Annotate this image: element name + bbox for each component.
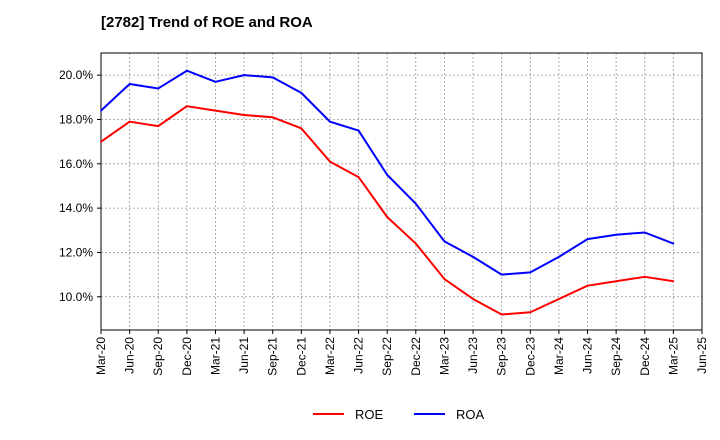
y-tick-label: 14.0% bbox=[59, 201, 93, 215]
roe-point bbox=[185, 105, 188, 108]
roa-point bbox=[529, 271, 532, 274]
roe-point bbox=[672, 280, 675, 283]
roa-point bbox=[672, 242, 675, 245]
x-tick-label: Mar-20 bbox=[94, 337, 108, 375]
x-tick-label: Dec-22 bbox=[409, 337, 423, 376]
roa-point bbox=[214, 80, 217, 83]
legend: ROE ROA bbox=[313, 407, 485, 422]
roe-point bbox=[615, 280, 618, 283]
x-tick-label: Dec-24 bbox=[638, 337, 652, 376]
roa-point bbox=[300, 91, 303, 94]
legend-label-roa: ROA bbox=[456, 407, 485, 422]
roa-point bbox=[500, 273, 503, 276]
x-tick-label: Mar-22 bbox=[323, 337, 337, 375]
x-tick-label: Dec-23 bbox=[523, 337, 537, 376]
roe-point bbox=[414, 242, 417, 245]
roa-point bbox=[100, 109, 102, 112]
x-tick-label: Jun-20 bbox=[123, 337, 137, 374]
x-tick-label: Mar-21 bbox=[208, 337, 222, 375]
y-tick-label: 18.0% bbox=[59, 112, 93, 126]
roa-point bbox=[157, 87, 160, 90]
legend-label-roe: ROE bbox=[355, 407, 384, 422]
y-tick-label: 16.0% bbox=[59, 157, 93, 171]
x-tick-label: Sep-22 bbox=[380, 337, 394, 376]
roe-point bbox=[472, 298, 474, 300]
x-tick-label: Dec-20 bbox=[180, 337, 194, 376]
x-tick-label: Sep-20 bbox=[151, 337, 165, 376]
roe-point bbox=[100, 140, 102, 143]
roa-point bbox=[271, 76, 274, 79]
plot-frame bbox=[100, 52, 703, 331]
x-tick-label: Jun-21 bbox=[237, 337, 251, 374]
y-tick-label: 20.0% bbox=[59, 68, 93, 82]
roe-point bbox=[128, 120, 131, 123]
axes: 10.0% 12.0% 14.0% 16.0% 18.0% 20.0% Mar-20 Jun-… bbox=[59, 52, 709, 376]
x-tick-label: Sep-23 bbox=[495, 337, 509, 376]
x-tick-label: Sep-24 bbox=[609, 337, 623, 376]
x-tick-label: Dec-21 bbox=[294, 337, 308, 376]
roe-point bbox=[386, 216, 389, 218]
roa-point bbox=[357, 129, 360, 132]
roa-point bbox=[558, 255, 560, 258]
roa-point bbox=[386, 173, 389, 176]
roa-point bbox=[615, 233, 618, 236]
roe-point bbox=[243, 114, 245, 116]
x-tick-label: Jun-24 bbox=[581, 337, 595, 374]
roe-point bbox=[443, 278, 446, 280]
grid bbox=[101, 53, 702, 330]
x-tick-label: Jun-23 bbox=[466, 337, 480, 374]
roe-point bbox=[157, 125, 160, 128]
roe-point bbox=[271, 116, 274, 119]
roa-point bbox=[128, 83, 131, 85]
roe-point bbox=[586, 284, 589, 287]
roa-point bbox=[472, 255, 474, 258]
roe-point bbox=[214, 109, 217, 112]
x-tick-label: Mar-23 bbox=[437, 337, 451, 375]
y-tick-label: 10.0% bbox=[59, 290, 93, 304]
chart-title: [2782] Trend of ROE and ROA bbox=[101, 14, 313, 31]
roa-point bbox=[329, 120, 331, 123]
y-tick-label: 12.0% bbox=[59, 245, 93, 259]
series-lines bbox=[100, 69, 675, 316]
roe-point bbox=[300, 127, 303, 130]
roa-point bbox=[643, 231, 646, 234]
roe-point bbox=[500, 313, 503, 316]
roa-point bbox=[443, 240, 446, 243]
x-tick-label: Sep-21 bbox=[266, 337, 280, 376]
roe-point bbox=[558, 298, 560, 300]
roa-point bbox=[586, 238, 589, 241]
x-tick-label: Jun-22 bbox=[352, 337, 366, 374]
roe-point bbox=[329, 160, 331, 163]
roe-point bbox=[357, 176, 360, 178]
roa-point bbox=[185, 69, 188, 72]
roe-point bbox=[529, 311, 532, 314]
x-tick-label: Jun-25 bbox=[695, 337, 709, 374]
x-tick-label: Mar-25 bbox=[666, 337, 680, 375]
x-tick-label: Mar-24 bbox=[552, 337, 566, 375]
roa-point bbox=[243, 74, 245, 77]
roa-point bbox=[414, 202, 417, 205]
roe-point bbox=[643, 275, 646, 278]
